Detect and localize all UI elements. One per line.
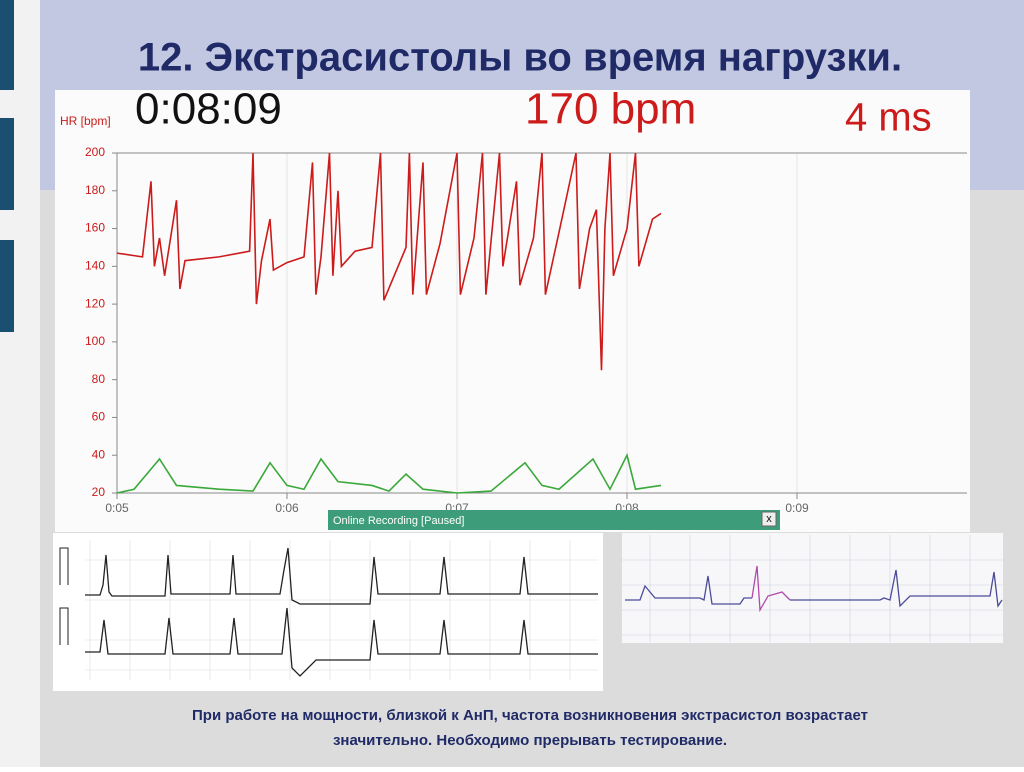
timer: 0:08:09 [135,85,282,134]
y-tick-label: 180 [85,183,105,197]
x-tick-label: 0:06 [275,501,299,515]
ecg-trace [625,575,752,605]
y-tick-label: 200 [85,145,105,159]
series-line [116,152,662,371]
monitor-screen [55,90,970,532]
ecg-extrasystole [751,565,791,613]
slide-title: 12. Экстрасистолы во время нагрузки. [138,36,902,80]
y-tick-label: 80 [92,372,106,386]
status-bar [328,510,780,530]
interval-readout: 4 ms [845,96,932,140]
y-tick-label: 60 [92,410,106,424]
ecg-trace [85,607,598,677]
y-tick-label: 160 [85,221,105,235]
caption-line: значительно. Необходимо прерывать тестир… [333,732,727,749]
status-text: Online Recording [Paused] [333,515,464,527]
caption-line: При работе на мощности, близкой к АнП, ч… [192,707,868,724]
ecg-grid [622,535,1003,642]
y-tick-label: 140 [85,259,105,273]
ecg-trace [790,569,1003,608]
series-line [116,452,662,494]
y-tick-label: 120 [85,296,105,310]
x-tick-label: 0:09 [785,501,809,515]
ecg-trace [85,547,598,605]
y-axis-label: HR [bpm] [60,114,111,128]
calibration-pulse [59,547,69,645]
y-tick-label: 100 [85,334,105,348]
y-tick-label: 40 [92,447,106,461]
side-block [0,240,14,332]
side-block [0,0,14,90]
ecg-strip-left [53,533,603,691]
close-button[interactable] [761,511,777,527]
ecg-grid [85,540,598,680]
close-label[interactable]: x [766,513,772,525]
y-tick-label: 20 [92,485,106,499]
side-block [0,118,14,210]
hr-readout: 170 bpm [525,85,696,134]
ecg-strip-right [622,533,1003,643]
x-tick-label: 0:05 [105,501,129,515]
